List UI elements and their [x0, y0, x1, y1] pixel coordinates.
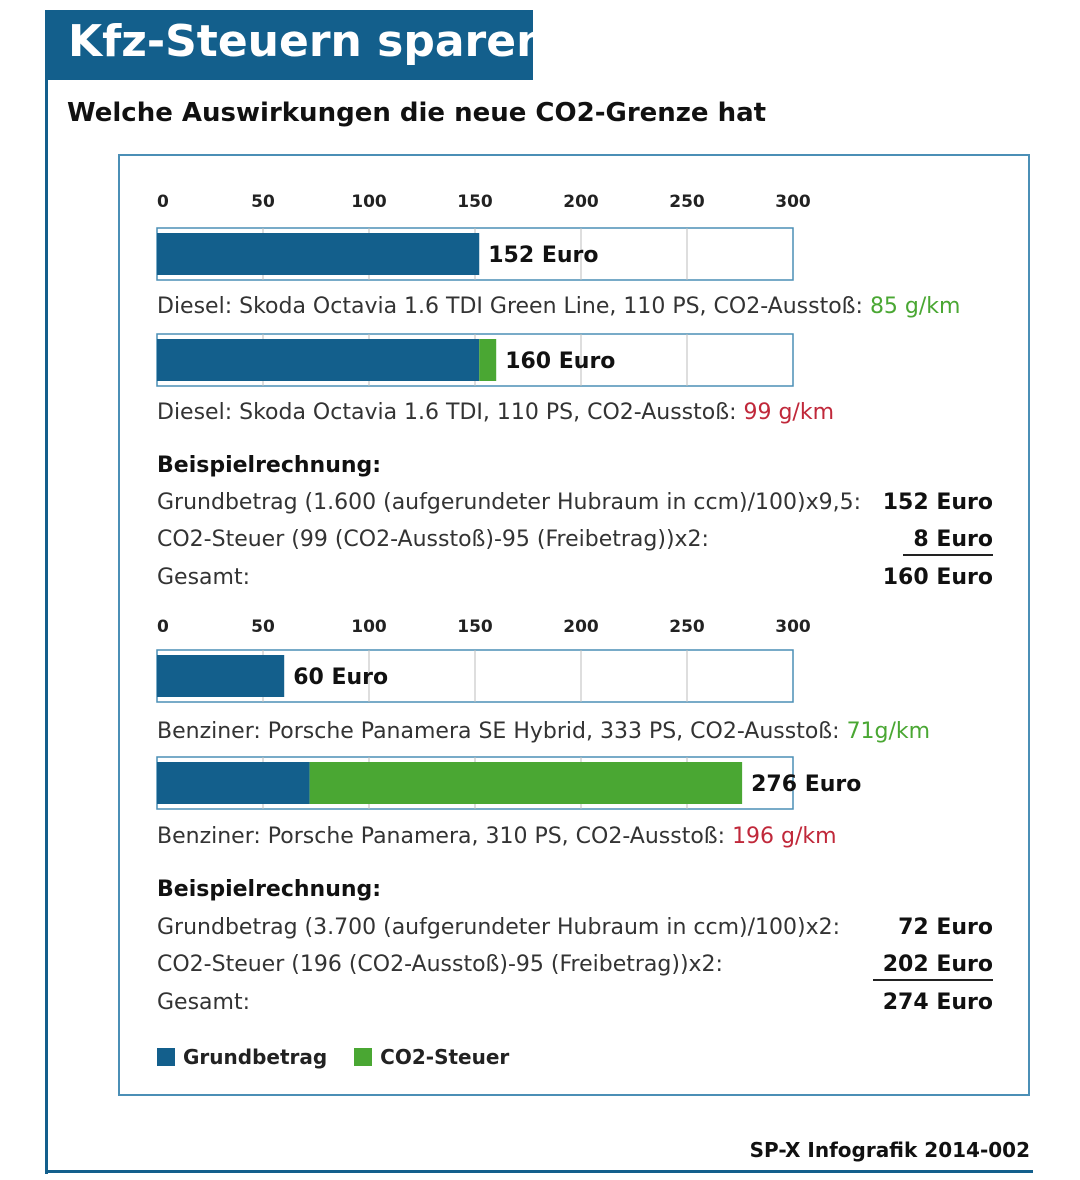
- calc-label: Gesamt:: [157, 990, 250, 1015]
- tick-label: 100: [351, 617, 387, 637]
- tick-label: 250: [669, 617, 705, 637]
- title-banner: [45, 10, 533, 80]
- tick-label: 200: [563, 192, 599, 212]
- legend-swatch: [157, 1048, 175, 1066]
- calc-value: 72 Euro: [898, 915, 993, 940]
- car-label-octavia-green-line: Diesel: Skoda Octavia 1.6 TDI Green Line…: [157, 294, 960, 319]
- calc-value: 160 Euro: [882, 565, 993, 590]
- bar-segment-grundbetrag: [157, 339, 480, 381]
- tick-label: 300: [775, 192, 811, 212]
- frame-bottom-border: [45, 1170, 1033, 1173]
- frame-left-border: [45, 10, 48, 1174]
- co2-value: 85 g/km: [869, 294, 961, 319]
- calc-value: 8 Euro: [903, 527, 993, 556]
- calc1-heading: Beispielrechnung:: [157, 453, 382, 478]
- tick-label: 0: [157, 192, 169, 212]
- tick-label: 50: [251, 617, 275, 637]
- tick-label: 50: [251, 192, 275, 212]
- bar-value-label: 152 Euro: [488, 243, 598, 268]
- tick-label: 200: [563, 617, 599, 637]
- car-description: Diesel: Skoda Octavia 1.6 TDI, 110 PS, C…: [157, 400, 744, 425]
- legend-swatch: [354, 1048, 373, 1066]
- calc-value: 202 Euro: [872, 952, 993, 981]
- car-label-panamera: Benziner: Porsche Panamera, 310 PS, CO2-…: [157, 824, 837, 849]
- co2-value: 71g/km: [846, 719, 931, 744]
- legend: Grundbetrag CO2-Steuer: [157, 1045, 529, 1069]
- bar-segment-grundbetrag: [157, 233, 480, 275]
- legend-item-grundbetrag: Grundbetrag: [157, 1045, 327, 1069]
- source-credit: SP-X Infografik 2014-002: [749, 1138, 1030, 1162]
- legend-item-co2: CO2-Steuer: [354, 1045, 509, 1069]
- tick-label: 0: [157, 617, 169, 637]
- car-description: Diesel: Skoda Octavia 1.6 TDI Green Line…: [157, 294, 870, 319]
- co2-value: 196 g/km: [732, 824, 837, 849]
- calc-label: Gesamt:: [157, 565, 250, 590]
- calc-label: Grundbetrag (3.700 (aufgerundeter Hubrau…: [157, 915, 841, 940]
- calc2-heading: Beispielrechnung:: [157, 877, 382, 902]
- page-title: Kfz-Steuern sparen: [68, 16, 548, 67]
- bar-segment-grundbetrag: [157, 762, 310, 804]
- calc-label: CO2-Steuer (196 (CO2-Ausstoß)-95 (Freibe…: [157, 952, 723, 977]
- calc-label: CO2-Steuer (99 (CO2-Ausstoß)-95 (Freibet…: [157, 527, 709, 552]
- car-description: Benziner: Porsche Panamera, 310 PS, CO2-…: [157, 824, 733, 849]
- calc-label: Grundbetrag (1.600 (aufgerundeter Hubrau…: [157, 490, 861, 515]
- tick-label: 300: [775, 617, 811, 637]
- calc-value: 152 Euro: [882, 490, 993, 515]
- legend-label: Grundbetrag: [183, 1045, 328, 1069]
- legend-label: CO2-Steuer: [380, 1045, 510, 1069]
- bar-segment-co2: [479, 339, 497, 381]
- car-label-octavia: Diesel: Skoda Octavia 1.6 TDI, 110 PS, C…: [157, 400, 834, 425]
- car-description: Benziner: Porsche Panamera SE Hybrid, 33…: [157, 719, 847, 744]
- page-subtitle: Welche Auswirkungen die neue CO2-Grenze …: [67, 98, 767, 128]
- bar-value-label: 60 Euro: [293, 665, 388, 690]
- bar-value-label: 276 Euro: [751, 772, 861, 797]
- tick-label: 100: [351, 192, 387, 212]
- car-label-panamera-hybrid: Benziner: Porsche Panamera SE Hybrid, 33…: [157, 719, 930, 744]
- bar-segment-grundbetrag: [157, 655, 285, 697]
- tick-label: 150: [457, 192, 493, 212]
- bar-segment-co2: [309, 762, 743, 804]
- calc-value: 274 Euro: [882, 990, 993, 1015]
- chart-panel: [118, 154, 1030, 1096]
- tick-label: 150: [457, 617, 493, 637]
- co2-value: 99 g/km: [743, 400, 835, 425]
- tick-label: 250: [669, 192, 705, 212]
- bar-value-label: 160 Euro: [505, 349, 615, 374]
